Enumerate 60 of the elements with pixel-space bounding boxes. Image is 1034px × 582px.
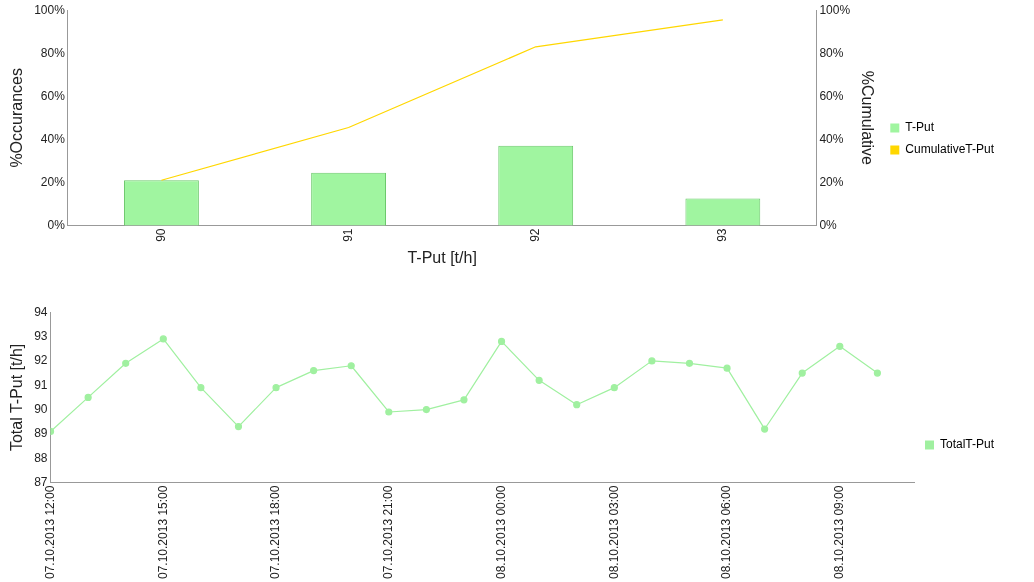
- y-tick-label: 93: [34, 328, 48, 343]
- point: [347, 362, 355, 370]
- x-tick-label: 91: [340, 228, 355, 242]
- point: [122, 359, 130, 367]
- y-tick-label: 91: [34, 377, 48, 392]
- y-tick-label: 60%: [40, 88, 66, 103]
- y-tick-label: 80%: [40, 45, 66, 60]
- legend-label: T-Put: [905, 120, 935, 135]
- x-axis-title: T-Put [t/h]: [407, 248, 477, 266]
- point: [460, 396, 468, 404]
- x-tick-label: 07.10.2013 12:00: [42, 485, 57, 579]
- point: [761, 425, 769, 433]
- point: [497, 337, 506, 346]
- point: [159, 335, 167, 343]
- point: [573, 401, 581, 409]
- point: [685, 359, 694, 367]
- point: [272, 384, 280, 392]
- point: [385, 408, 393, 416]
- y-tick-label: 89: [34, 426, 48, 441]
- x-tick-label: 92: [528, 228, 543, 242]
- point: [648, 357, 656, 365]
- point: [610, 384, 618, 392]
- y2-tick-label: 20%: [819, 174, 844, 189]
- y-tick-label: 94: [34, 304, 48, 319]
- x-tick-label: 07.10.2013 15:00: [155, 485, 170, 579]
- point: [535, 376, 543, 384]
- point: [197, 384, 205, 392]
- y-tick-label: 90: [34, 401, 48, 416]
- y-tick-label: 0%: [47, 217, 66, 232]
- y2-tick-label: 40%: [819, 131, 844, 146]
- point: [84, 393, 92, 401]
- point: [723, 364, 731, 372]
- y-tick-label: 88: [34, 450, 48, 465]
- point: [873, 369, 881, 377]
- y2-tick-label: 0%: [819, 217, 838, 232]
- y-tick-label: 92: [34, 353, 48, 368]
- y2-axis-title: %Cumulative: [859, 70, 877, 166]
- x-tick-label: 08.10.2013 00:00: [493, 485, 508, 579]
- y-tick-label: 20%: [40, 174, 66, 189]
- legend-label: TotalT-Put: [939, 437, 995, 452]
- x-tick-label: 08.10.2013 06:00: [719, 485, 734, 579]
- y-tick-label: 40%: [40, 131, 66, 146]
- point: [798, 369, 806, 377]
- x-tick-label: 07.10.2013 21:00: [381, 485, 396, 579]
- point: [234, 423, 243, 431]
- point: [310, 367, 318, 375]
- y2-tick-label: 60%: [819, 88, 844, 103]
- y2-tick-label: 80%: [819, 45, 844, 60]
- x-tick-label: 08.10.2013 03:00: [606, 485, 621, 579]
- x-tick-label: 07.10.2013 18:00: [268, 485, 283, 579]
- legend-label: CumulativeT-Put: [905, 142, 995, 157]
- point: [836, 342, 844, 350]
- y-axis-title: Total T-Put [t/h]: [8, 343, 26, 452]
- y-tick-label: 100%: [34, 2, 66, 17]
- x-tick-label: 08.10.2013 09:00: [832, 485, 847, 579]
- point: [422, 405, 430, 414]
- y2-tick-label: 100%: [819, 2, 851, 17]
- x-tick-label: 93: [715, 228, 730, 242]
- y-axis-title: %Occurances: [8, 68, 26, 168]
- x-tick-label: 90: [153, 228, 168, 242]
